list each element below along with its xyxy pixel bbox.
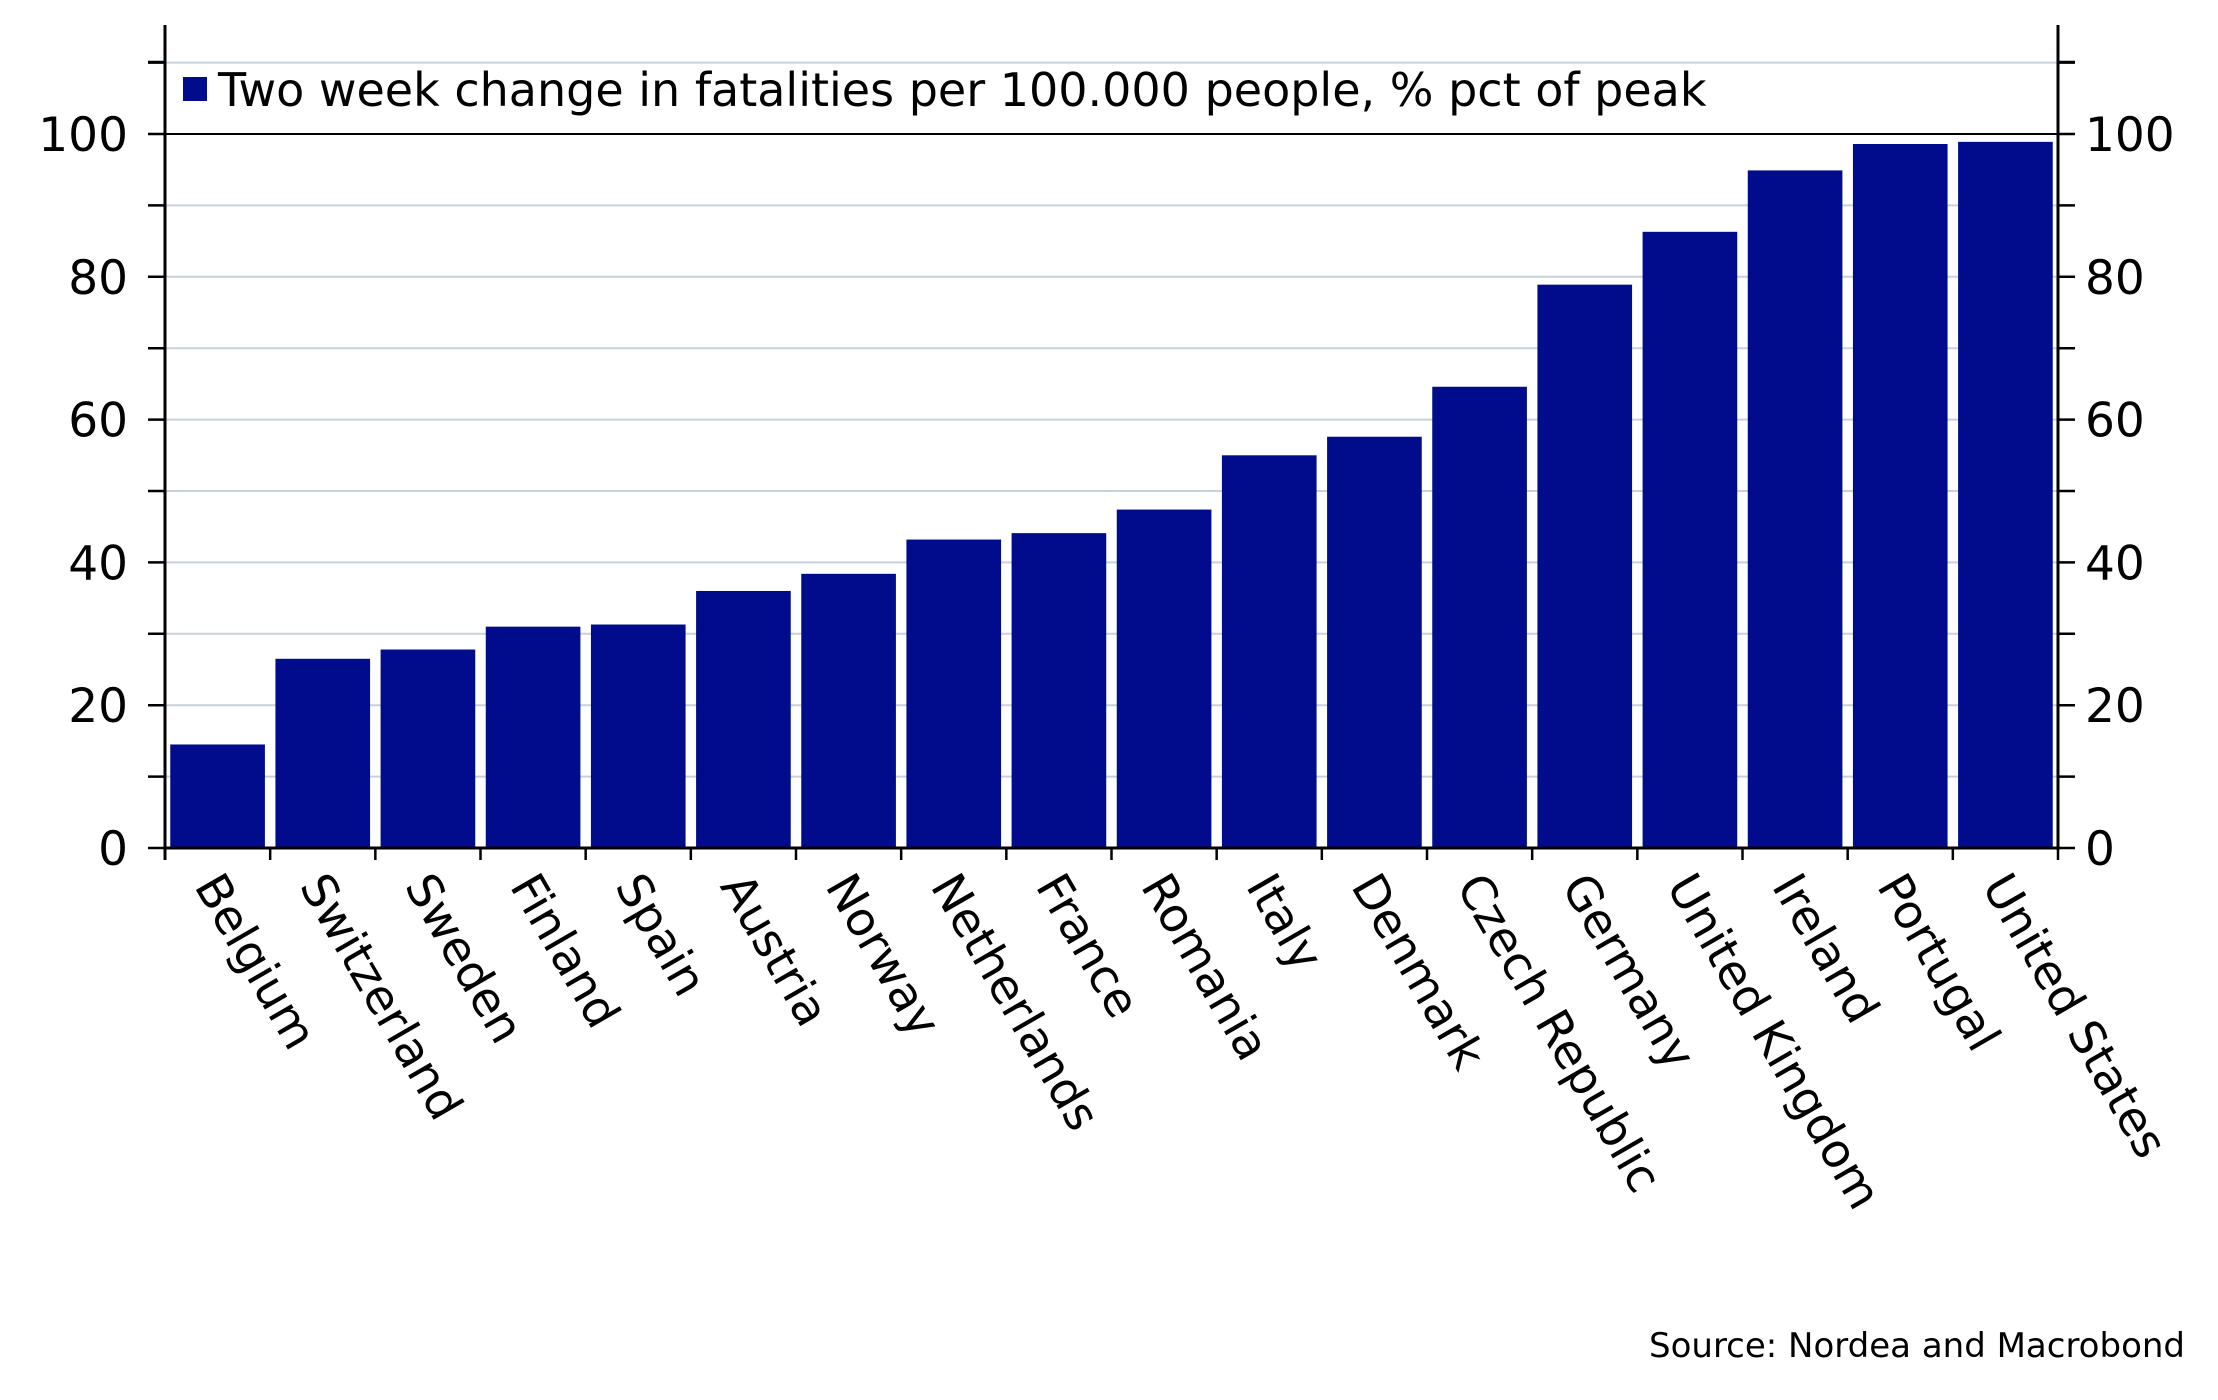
bar xyxy=(1537,284,1633,848)
bar xyxy=(1432,386,1527,848)
bar xyxy=(485,626,581,848)
right-y-axis: 0 20 40 60 80 100 xyxy=(2058,60,2175,877)
bar xyxy=(1116,509,1212,848)
legend: Two week change in fatalities per 100.00… xyxy=(183,63,1707,117)
bar xyxy=(590,624,686,848)
left-tick-label: 60 xyxy=(68,394,128,449)
bar xyxy=(1221,455,1317,848)
bar xyxy=(1852,144,1948,848)
right-tick-label: 60 xyxy=(2085,394,2145,449)
category-label: Italy xyxy=(1235,865,1334,981)
bar xyxy=(170,744,265,848)
left-tick-label: 40 xyxy=(68,536,128,591)
right-tick-label: 100 xyxy=(2085,108,2175,163)
bars xyxy=(170,141,2053,849)
bar xyxy=(1327,436,1422,848)
right-tick-label: 20 xyxy=(2085,679,2145,734)
bar xyxy=(1011,533,1107,848)
right-tick-label: 80 xyxy=(2085,251,2145,306)
bar xyxy=(380,649,476,848)
bar xyxy=(801,573,896,848)
right-tick-label: 0 xyxy=(2085,822,2115,877)
left-tick-label: 80 xyxy=(68,251,128,306)
bar xyxy=(906,539,1002,848)
left-tick-label: 100 xyxy=(38,108,128,163)
source-note: Source: Nordea and Macrobond xyxy=(1649,1326,2185,1366)
x-axis-labels: BelgiumSwitzerlandSwedenFinlandSpainAust… xyxy=(163,848,2178,1219)
left-y-axis: 0 20 40 60 80 100 xyxy=(38,60,165,877)
legend-label: Two week change in fatalities per 100.00… xyxy=(217,63,1707,117)
right-tick-label: 40 xyxy=(2085,536,2145,591)
bar xyxy=(1642,231,1738,848)
bar xyxy=(275,658,371,848)
legend-swatch xyxy=(183,77,207,101)
category-label: Spain xyxy=(604,865,717,1006)
bar xyxy=(1958,141,2053,849)
left-tick-label: 20 xyxy=(68,679,128,734)
bar xyxy=(1747,170,1843,848)
left-tick-label: 0 xyxy=(98,822,128,877)
bar xyxy=(696,590,791,848)
